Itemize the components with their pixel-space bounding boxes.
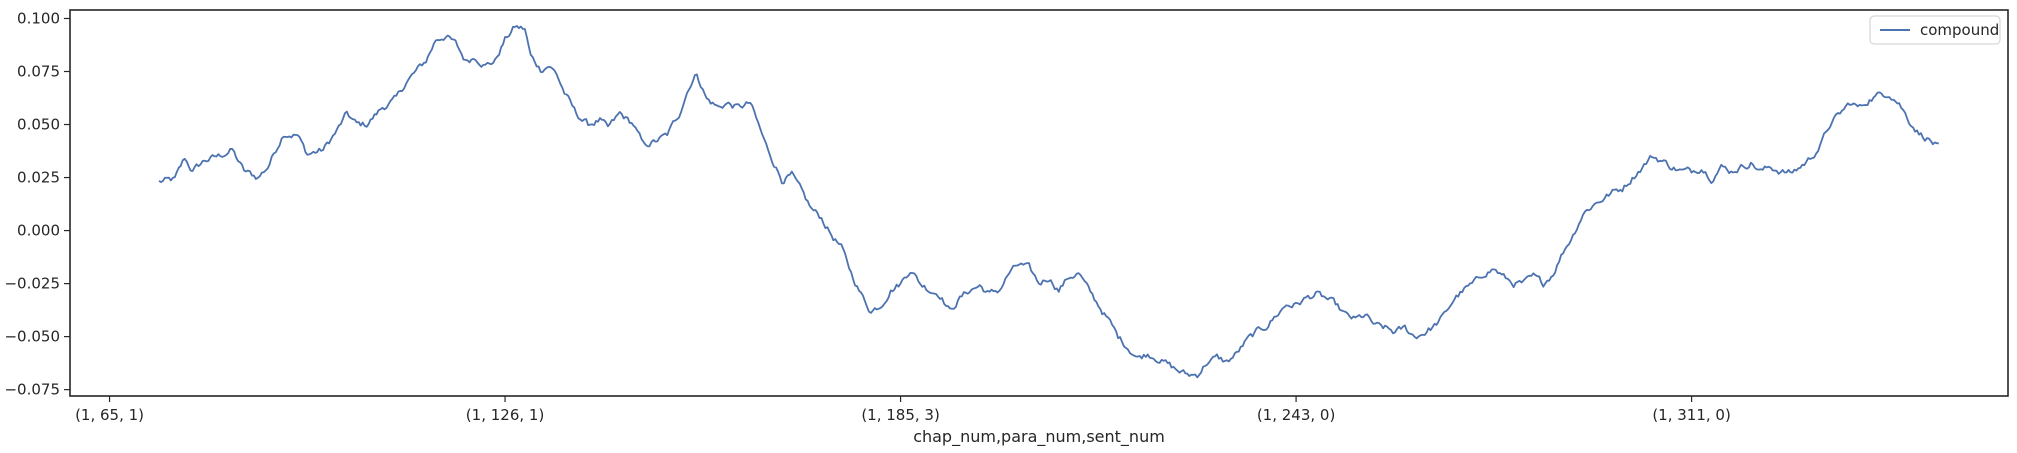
y-tick-label: 0.025: [17, 169, 60, 187]
legend: compound: [1869, 15, 2001, 45]
y-tick-label: −0.025: [4, 275, 60, 293]
x-tick-label: (1, 65, 1): [75, 406, 144, 424]
plot-content: [158, 25, 1939, 379]
legend-box: [1869, 15, 2001, 45]
y-tick-label: 0.000: [17, 222, 60, 240]
series-line-compound: [158, 25, 1939, 379]
y-tick-label: 0.050: [17, 116, 60, 134]
x-axis-label: chap_num,para_num,sent_num: [913, 427, 1165, 447]
x-tick-label: (1, 243, 0): [1257, 406, 1336, 424]
y-tick-label: −0.050: [4, 328, 60, 346]
plot-frame: [69, 9, 2009, 397]
y-tick-label: 0.100: [17, 9, 60, 27]
x-tick-label: (1, 311, 0): [1652, 406, 1731, 424]
y-tick-label: 0.075: [17, 63, 60, 81]
legend-label-compound: compound: [1920, 21, 1999, 39]
x-axis: (1, 65, 1) (1, 126, 1) (1, 185, 3) (1, 243,…: [75, 396, 1731, 424]
x-tick-label: (1, 185, 3): [861, 406, 940, 424]
y-tick-label: −0.075: [4, 381, 60, 399]
y-axis: −0.075 −0.050 −0.025 0.000 0.025 0.050 0.075 0.…: [4, 9, 70, 399]
x-tick-label: (1, 126, 1): [466, 406, 545, 424]
